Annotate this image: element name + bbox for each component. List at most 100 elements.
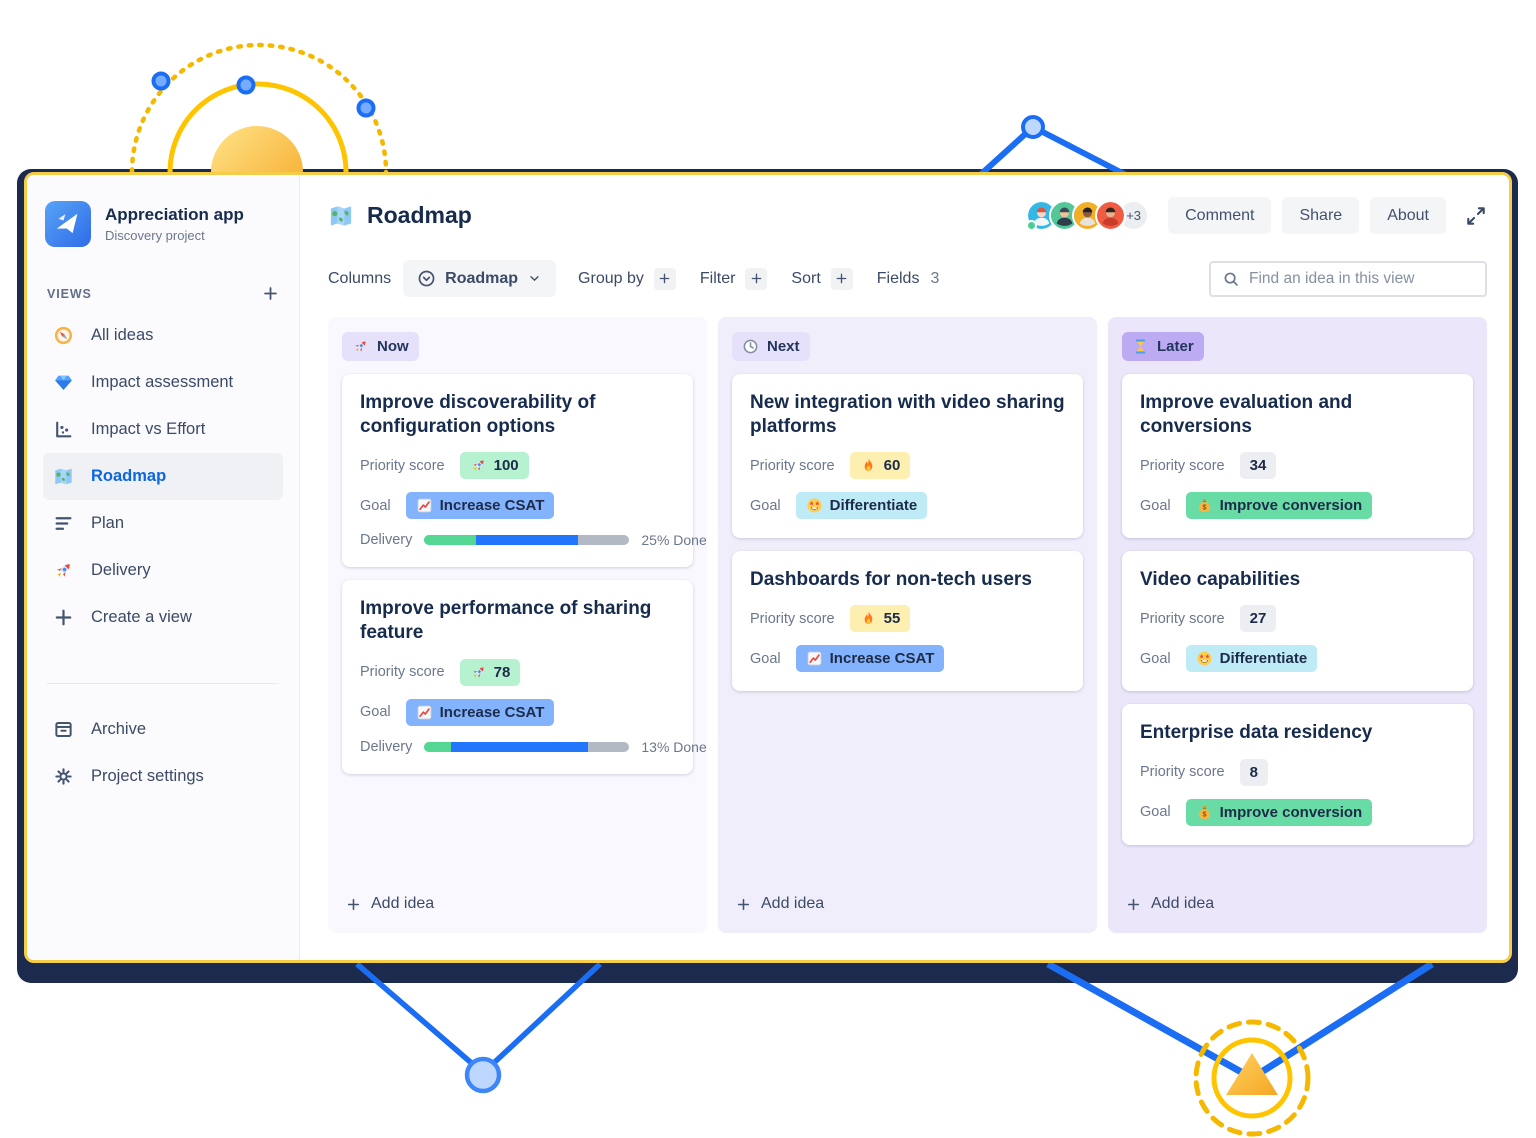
main-panel: Roadmap +3 Comment Share About Columns Roa… xyxy=(300,175,1509,960)
sidebar-item-label: Roadmap xyxy=(91,467,167,485)
delivery-progress-bar xyxy=(424,535,630,546)
idea-card-title: Enterprise data residency xyxy=(1140,722,1373,744)
blue-node xyxy=(236,75,256,95)
group-by-add-button[interactable] xyxy=(653,267,676,290)
money-bag-icon: $ xyxy=(1196,804,1213,821)
plus-icon xyxy=(262,285,279,302)
map-icon xyxy=(328,203,354,229)
priority-score-badge: 8 xyxy=(1239,758,1268,786)
sidebar-divider xyxy=(47,683,279,684)
priority-score-badge-value: 60 xyxy=(883,457,901,475)
delivery-label: Delivery xyxy=(360,532,413,549)
add-idea-button[interactable]: Add idea xyxy=(1122,885,1473,923)
solid-target-circle xyxy=(1211,1037,1293,1119)
idea-card[interactable]: Dashboards for non-tech users Priority sc… xyxy=(732,551,1083,692)
idea-card[interactable]: New integration with video sharing platf… xyxy=(732,374,1083,539)
idea-card[interactable]: Improve evaluation and conversions Priori… xyxy=(1122,374,1473,539)
sidebar-item-plan[interactable]: Plan xyxy=(43,500,283,547)
circle-chevron-down-icon xyxy=(417,269,436,288)
sidebar-item-label: Impact assessment xyxy=(91,373,234,391)
goal-badge: Increase CSAT xyxy=(795,645,945,673)
sidebar-item-archive[interactable]: Archive xyxy=(43,706,283,753)
chart-up-icon xyxy=(416,704,433,721)
sidebar-item-label: Archive xyxy=(91,720,147,738)
expand-button[interactable] xyxy=(1465,205,1487,227)
progress-done-segment xyxy=(424,535,476,546)
sidebar-item-label: Create a view xyxy=(91,608,192,626)
add-view-button[interactable] xyxy=(262,285,279,302)
priority-score-badge-value: 78 xyxy=(493,663,511,681)
expand-icon xyxy=(1465,205,1487,227)
add-idea-button[interactable]: Add idea xyxy=(732,885,1083,923)
header-actions: +3 Comment Share About xyxy=(1026,197,1487,234)
idea-card-title: Dashboards for non-tech users xyxy=(750,569,1032,591)
add-idea-button[interactable]: Add idea xyxy=(342,885,693,923)
add-idea-label: Add idea xyxy=(761,895,825,912)
plus-icon xyxy=(835,272,848,285)
filter-add-button[interactable] xyxy=(745,267,768,290)
goal-label: Goal xyxy=(750,650,781,667)
goal-badge: Increase CSAT xyxy=(405,492,555,520)
app-name: Appreciation app xyxy=(105,205,244,224)
priority-score-badge: 100 xyxy=(459,452,529,480)
sort-label: Sort xyxy=(791,269,821,287)
fire-icon xyxy=(860,457,877,474)
column-header-badge: Next xyxy=(732,332,810,361)
idea-card[interactable]: Improve discoverability of configuration… xyxy=(342,374,707,568)
column-header-badge: Now xyxy=(342,332,419,361)
sidebar-item-project-settings[interactable]: Project settings xyxy=(43,753,283,800)
sort-add-button[interactable] xyxy=(830,267,853,290)
rocket-icon xyxy=(53,560,74,581)
plus-icon xyxy=(658,272,671,285)
plus-icon xyxy=(346,897,361,912)
delivery-percent-label: 13% Done xyxy=(641,738,707,755)
blue-node xyxy=(151,71,171,91)
share-button[interactable]: Share xyxy=(1282,197,1360,234)
sidebar-views-list: All ideas Impact assessment Impact vs Effo… xyxy=(43,312,283,641)
goal-badge: $ Improve conversion xyxy=(1185,492,1373,520)
hourglass-icon xyxy=(1132,338,1149,355)
plan-lines-icon xyxy=(53,513,74,534)
goal-badge: Increase CSAT xyxy=(405,698,555,726)
goal-badge: Differentiate xyxy=(795,492,928,520)
column-name: Now xyxy=(377,338,409,355)
sidebar-item-create-a-view[interactable]: Create a view xyxy=(43,594,283,641)
avatar[interactable] xyxy=(1026,200,1058,231)
fields-button[interactable]: Fields 3 xyxy=(877,270,940,288)
sidebar-item-all-ideas[interactable]: All ideas xyxy=(43,312,283,359)
sidebar-item-impact-vs-effort[interactable]: Impact vs Effort xyxy=(43,406,283,453)
sidebar-item-impact-assessment[interactable]: Impact assessment xyxy=(43,359,283,406)
blue-node-large xyxy=(464,1056,502,1094)
goal-badge-value: Improve conversion xyxy=(1219,803,1363,821)
idea-card[interactable]: Enterprise data residency Priority score 8… xyxy=(1122,704,1473,845)
board-column-later: Later Improve evaluation and conversions P… xyxy=(1108,317,1487,933)
priority-score-badge-value: 27 xyxy=(1249,610,1267,628)
search-box xyxy=(1209,260,1487,297)
idea-card[interactable]: Video capabilities Priority score 27 Goal Di… xyxy=(1122,551,1473,692)
column-header-badge: Later xyxy=(1122,332,1204,361)
rocket-icon xyxy=(352,338,369,355)
delivery-percent-label: 25% Done xyxy=(641,532,707,549)
priority-score-label: Priority score xyxy=(1140,764,1225,780)
goal-label: Goal xyxy=(1140,650,1171,667)
idea-card[interactable]: Improve performance of sharing feature Pr… xyxy=(342,580,707,774)
sidebar-item-delivery[interactable]: Delivery xyxy=(43,547,283,594)
board-column-now: Now Improve discoverability of configurat… xyxy=(328,317,707,933)
toolbar: Columns Roadmap Group by Filter Sort Fie… xyxy=(328,260,1487,297)
avatar-stack[interactable]: +3 xyxy=(1026,200,1150,231)
columns-selector[interactable]: Roadmap xyxy=(403,260,557,297)
about-button[interactable]: About xyxy=(1370,197,1446,234)
svg-text:$: $ xyxy=(1202,503,1206,512)
priority-score-badge-value: 8 xyxy=(1249,763,1258,781)
comment-button[interactable]: Comment xyxy=(1168,197,1272,234)
sidebar-item-label: Project settings xyxy=(91,767,204,785)
gem-icon xyxy=(53,372,74,393)
priority-score-label: Priority score xyxy=(1140,610,1225,627)
app-subtitle: Discovery project xyxy=(105,228,205,243)
sidebar-item-roadmap[interactable]: Roadmap xyxy=(43,453,283,500)
avatar[interactable] xyxy=(1095,200,1127,231)
chart-up-icon xyxy=(806,650,823,667)
goal-label: Goal xyxy=(1140,497,1171,514)
board-column-next: Next New integration with video sharing p… xyxy=(718,317,1097,933)
search-input[interactable] xyxy=(1249,269,1474,288)
